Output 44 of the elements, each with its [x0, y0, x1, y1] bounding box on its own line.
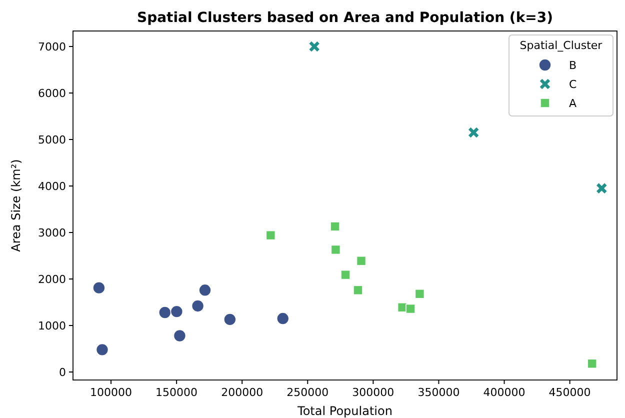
legend-title: Spatial_Cluster: [520, 39, 603, 52]
y-tick-label: 4000: [38, 180, 66, 193]
x-tick-label: 100000: [90, 386, 132, 399]
point: [158, 306, 172, 319]
y-tick-label: 3000: [38, 226, 66, 240]
legend-label: A: [569, 96, 577, 110]
point: [353, 285, 363, 296]
x-axis-title: Total Population: [296, 404, 392, 418]
point: [468, 126, 480, 138]
point: [198, 284, 212, 297]
x-tick-label: 300000: [352, 386, 394, 399]
point: [266, 230, 276, 240]
point: [276, 312, 290, 325]
legend-label: B: [569, 58, 577, 72]
x-tick-label: 150000: [156, 386, 198, 399]
point: [96, 343, 109, 356]
point: [356, 256, 366, 266]
point: [170, 305, 184, 318]
y-tick-label: 6000: [38, 86, 66, 100]
point: [406, 304, 416, 314]
x-tick-label: 400000: [483, 386, 526, 399]
x-tick-label: 200000: [221, 386, 264, 399]
y-tick-label: 0: [59, 366, 66, 379]
y-tick-label: 5000: [38, 133, 66, 146]
x-tick-label: 450000: [548, 386, 591, 399]
point: [596, 182, 608, 194]
point: [587, 358, 597, 369]
point: [414, 288, 425, 299]
x-tick-label: 350000: [418, 386, 460, 399]
y-tick-label: 1000: [38, 319, 66, 332]
point: [308, 40, 320, 52]
point: [173, 329, 186, 342]
point: [340, 270, 350, 280]
point: [224, 313, 236, 326]
point: [330, 222, 340, 232]
point: [191, 300, 204, 312]
chart-title: Spatial Clusters based on Area and Population (k=3): [137, 10, 553, 26]
y-tick-label: 2000: [38, 272, 66, 286]
legend-label: C: [569, 78, 577, 91]
point: [330, 244, 341, 255]
y-tick-label: 7000: [38, 40, 66, 54]
x-tick-label: 250000: [286, 386, 329, 399]
y-axis-title: Area Size (km²): [9, 159, 23, 252]
point: [92, 281, 106, 294]
